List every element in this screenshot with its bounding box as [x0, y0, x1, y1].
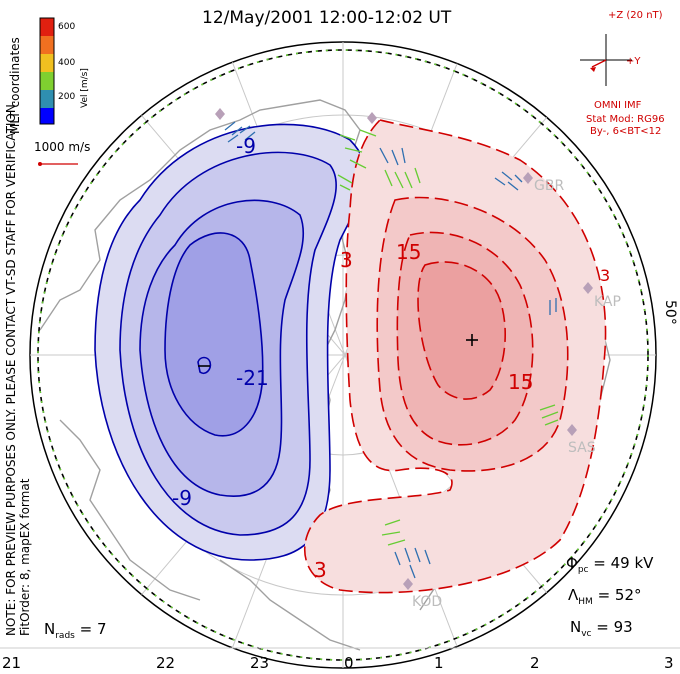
- preview-note: NOTE: FOR PREVIEW PURPOSES ONLY. PLEASE …: [4, 100, 18, 636]
- contour-label: 3: [340, 248, 353, 272]
- mlt-tick-23: 23: [250, 654, 270, 672]
- radar-count: Nrads = 7: [44, 620, 107, 641]
- imf-model: Stat Mod: RG96: [586, 114, 665, 125]
- hmb-model-vectors: [37, 49, 649, 661]
- mlt-tick-3: 3: [664, 654, 674, 672]
- imf-z-label: +Z (20 nT): [608, 10, 663, 21]
- fit-order-note: FitOrder: 8, mapEX format: [18, 478, 32, 636]
- radar-marker: [567, 424, 577, 436]
- vector-cluster-4: [384, 167, 421, 189]
- radar-marker: [523, 172, 533, 184]
- potential-extreme-markers: [198, 334, 478, 367]
- radar-label-kap: KAP: [594, 294, 621, 310]
- contour-label: 15: [508, 370, 534, 394]
- lambda-hm-value: 52°: [614, 586, 642, 604]
- velocity-scale-label: Vel [m/s]: [80, 68, 90, 108]
- radar-marker: [215, 108, 225, 120]
- negative-potential-cell: [94, 123, 419, 561]
- map-title: 12/May/2001 12:00-12:02 UT: [202, 8, 452, 28]
- mlt-tick-22: 22: [156, 654, 176, 672]
- mlt-tick-1: 1: [434, 654, 444, 672]
- mlt-tick-21: 21: [2, 654, 22, 672]
- imf-y-label: +Y: [626, 56, 641, 67]
- imf-dial: [580, 34, 632, 86]
- vector-cluster-1: [224, 121, 256, 143]
- contour-minus-27: [197, 356, 212, 375]
- contour-minus-21: [164, 232, 264, 437]
- radar-label-kod: KOD: [412, 594, 443, 610]
- contour-plus-21: [417, 261, 506, 400]
- radar-marker: [403, 578, 413, 590]
- radar-marker: [583, 282, 593, 294]
- vector-cluster-5: [494, 171, 523, 191]
- vector-count: Nvc = 93: [570, 618, 633, 639]
- vector-cluster-7: [539, 404, 559, 426]
- phi-pc-value: 49 kV: [610, 554, 654, 572]
- n-rads-value: 7: [96, 620, 107, 638]
- mlt-tick-0: 0: [344, 654, 354, 672]
- contour-label: 3: [314, 558, 327, 582]
- scale-tick-400: 400: [58, 58, 76, 68]
- cross-polar-potential: Φpc = 49 kV: [566, 554, 654, 575]
- reference-vector-label: 1000 m/s: [34, 140, 91, 154]
- contour-label: -9: [172, 486, 192, 510]
- velocity-vectors: [224, 121, 559, 579]
- latitude-label: 50°: [662, 300, 678, 325]
- radar-site-markers: [215, 108, 593, 590]
- contour-label: -9: [236, 134, 256, 158]
- mlt-tick-2: 2: [530, 654, 540, 672]
- imf-condition: By-, 6<BT<12: [590, 126, 662, 137]
- radar-label-gbr: GBR: [534, 178, 565, 194]
- n-vc-value: 93: [613, 618, 633, 636]
- hm-boundary-latitude: ΛHM = 52°: [568, 586, 642, 607]
- reference-vector: [38, 162, 78, 166]
- vector-cluster-3: [379, 147, 406, 166]
- contour-label: 3: [600, 266, 611, 285]
- vector-cluster-8: [381, 519, 406, 546]
- velocity-color-scale: [39, 17, 55, 125]
- scale-tick-600: 600: [58, 22, 76, 32]
- vector-cluster-6: [549, 298, 557, 315]
- radar-label-sas: SAS: [568, 440, 596, 456]
- contour-label: 15: [396, 240, 422, 264]
- imf-source: OMNI IMF: [594, 100, 642, 111]
- vector-cluster-9: [394, 547, 431, 579]
- radar-marker: [367, 112, 377, 124]
- contour-label: -21: [236, 366, 269, 390]
- scale-tick-200: 200: [58, 92, 76, 102]
- vector-cluster-2: [337, 129, 377, 191]
